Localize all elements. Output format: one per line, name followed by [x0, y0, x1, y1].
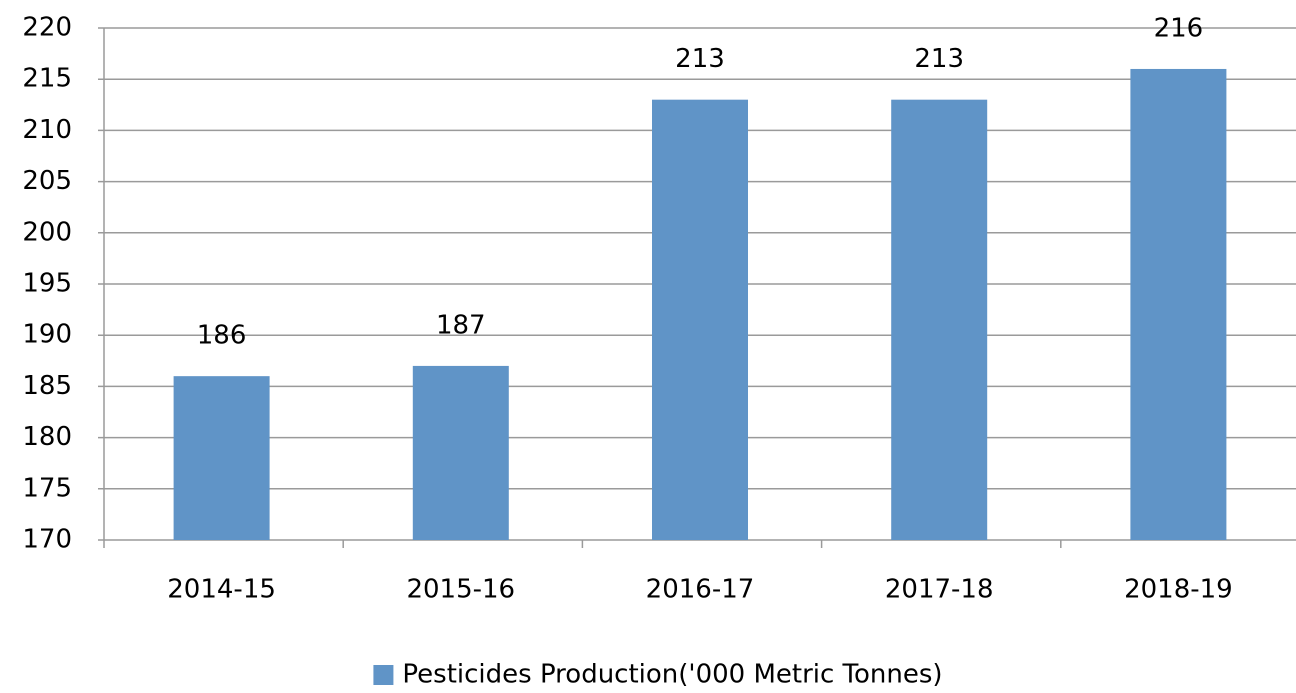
y-tick-label: 215 — [22, 64, 72, 94]
legend-swatch — [373, 665, 394, 685]
x-tick-label: 2015-16 — [406, 575, 515, 605]
data-label: 186 — [197, 321, 247, 351]
x-tick-label: 2014-15 — [167, 575, 276, 605]
x-tick-label: 2017-18 — [885, 575, 994, 605]
y-tick-label: 180 — [22, 422, 72, 452]
legend-label: Pesticides Production('000 Metric Tonnes… — [402, 660, 942, 690]
data-label: 213 — [914, 44, 964, 74]
y-tick-label: 185 — [22, 371, 72, 401]
y-tick-label: 220 — [22, 13, 72, 43]
x-tick-label: 2018-19 — [1124, 575, 1233, 605]
bar — [891, 99, 988, 541]
data-label: 187 — [436, 310, 486, 340]
bar — [412, 365, 509, 540]
data-label: 213 — [675, 44, 725, 74]
y-tick-label: 195 — [22, 269, 72, 299]
y-tick-label: 210 — [22, 115, 72, 145]
y-tick-label: 200 — [22, 217, 72, 247]
bar — [652, 99, 748, 541]
y-tick-label: 205 — [22, 166, 72, 196]
y-tick-label: 170 — [22, 525, 72, 555]
x-tick-label: 2016-17 — [646, 575, 755, 605]
data-label: 216 — [1154, 13, 1204, 43]
bar — [173, 376, 270, 540]
bar — [1130, 68, 1227, 541]
y-tick-label: 175 — [22, 473, 72, 503]
y-tick-label: 190 — [22, 320, 72, 350]
